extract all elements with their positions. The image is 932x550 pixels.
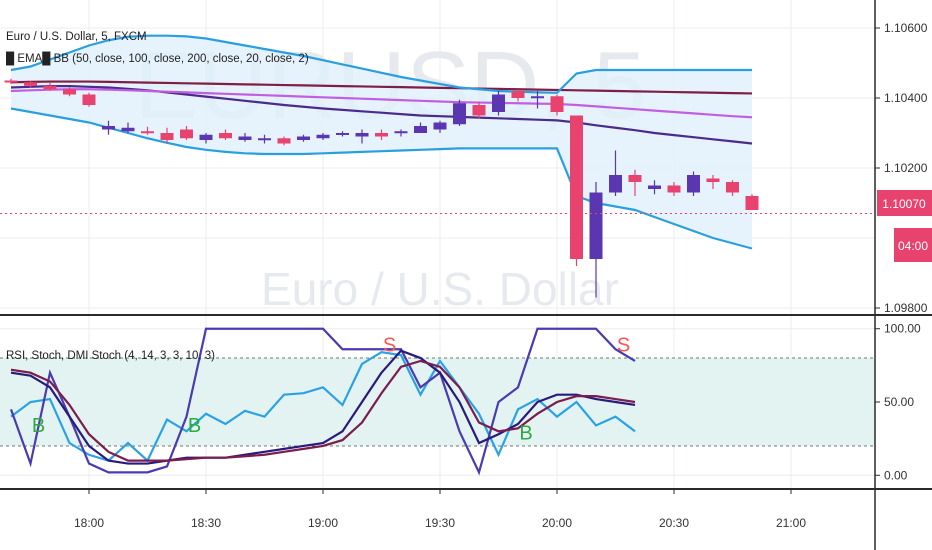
candle-body[interactable] (414, 126, 427, 133)
price-tick-label: 1.09800 (884, 301, 928, 315)
candlesticks[interactable] (4, 78, 759, 298)
candle-body[interactable] (745, 196, 759, 210)
time-tick-label: 19:30 (425, 516, 455, 530)
candle-body[interactable] (141, 131, 154, 134)
moving-average-overlays (10, 34, 753, 250)
-k-line (10, 349, 636, 465)
candle-body[interactable] (258, 138, 271, 141)
candle-body[interactable] (472, 105, 486, 116)
candle-body[interactable] (550, 96, 564, 112)
bollinger-band-fill (11, 35, 752, 249)
oscillator-lines (9, 327, 636, 476)
candle-body[interactable] (687, 175, 700, 193)
candle-body[interactable] (43, 85, 57, 90)
current-price-label: 1.10070 (882, 197, 926, 211)
candle-body[interactable] (394, 131, 408, 134)
candle-body[interactable] (609, 175, 622, 193)
time-tick-label: 20:30 (659, 516, 689, 530)
candle-body[interactable] (628, 175, 642, 182)
candle-body[interactable] (102, 126, 115, 130)
bb-upper-line (10, 34, 752, 94)
candle-body[interactable] (589, 192, 603, 260)
candle-body[interactable] (277, 138, 291, 144)
time-tick-label: 21:00 (776, 516, 806, 530)
ema-50-line (10, 84, 753, 145)
signal-markers: B B S B S (32, 334, 630, 444)
candle-body[interactable] (570, 115, 583, 260)
dmi-stoch-line (9, 327, 636, 476)
time-axis[interactable]: 18:00 18:30 19:00 19:30 20:00 20:30 21:00 (74, 489, 806, 530)
bollinger-fill-area (11, 35, 752, 249)
indicator-legend[interactable]: █ EMA█ BB (50, close, 100, close, 200, c… (6, 51, 309, 66)
time-tick-label: 18:30 (191, 516, 221, 530)
osc-tick-label: 0.00 (884, 468, 908, 482)
countdown-badge (894, 228, 932, 262)
osc-tick-label: 50.00 (884, 395, 914, 409)
price-tick-label: 1.10400 (884, 91, 928, 105)
candle-body[interactable] (726, 182, 739, 193)
bb-lower-line (10, 107, 753, 250)
watermark-name: Euro / U.S. Dollar (261, 263, 619, 315)
candle-body[interactable] (180, 129, 193, 139)
candle-body[interactable] (219, 133, 232, 139)
candle-body[interactable] (336, 133, 349, 135)
ema-100-line (10, 88, 753, 119)
candle-body[interactable] (238, 136, 252, 141)
candle-body[interactable] (297, 136, 310, 141)
time-tick-label: 18:00 (74, 516, 104, 530)
countdown-label: 04:00 (898, 239, 928, 253)
sell-signal-marker: S (617, 334, 630, 356)
candle-body[interactable] (63, 89, 76, 95)
-d-line (10, 359, 636, 462)
time-tick-label: 19:00 (308, 516, 338, 530)
candle-body[interactable] (121, 127, 135, 132)
oscillator-legend[interactable]: RSI, Stoch, DMI Stoch (4, 14, 3, 3, 10, … (6, 350, 215, 362)
candle-body[interactable] (511, 91, 525, 98)
candle-body[interactable] (531, 96, 544, 99)
candle-body[interactable] (355, 133, 369, 137)
candle-body[interactable] (24, 82, 37, 86)
sell-signal-marker: S (383, 334, 396, 356)
candle-body[interactable] (160, 133, 174, 140)
candle-body[interactable] (492, 94, 505, 113)
osc-tick-label: 100.00 (884, 322, 921, 336)
candle-body[interactable] (433, 122, 447, 130)
ema-200-line (10, 80, 753, 95)
candle-body[interactable] (375, 133, 388, 137)
candle-body[interactable] (453, 103, 466, 125)
candle-body[interactable] (4, 80, 18, 83)
price-axis[interactable]: 1.10600 1.10400 1.10200 1.09800 (875, 21, 928, 315)
buy-signal-marker: B (32, 415, 45, 437)
symbol-legend[interactable]: Euro / U.S. Dollar, 5, FXCM (6, 31, 147, 43)
buy-signal-marker: B (519, 422, 532, 444)
candle-body[interactable] (316, 134, 330, 139)
candle-body[interactable] (199, 134, 213, 140)
time-tick-label: 20:00 (542, 516, 572, 530)
buy-signal-marker: B (188, 415, 201, 437)
current-price-badge (877, 190, 932, 216)
candle-body[interactable] (667, 185, 681, 193)
price-tick-label: 1.10600 (884, 21, 928, 35)
candle-body[interactable] (706, 178, 720, 183)
candle-body[interactable] (82, 94, 96, 106)
candle-body[interactable] (648, 185, 661, 190)
price-tick-label: 1.10200 (884, 161, 928, 175)
oscillator-axis[interactable]: 100.00 50.00 0.00 (875, 322, 921, 483)
oscillator-band (0, 358, 875, 446)
